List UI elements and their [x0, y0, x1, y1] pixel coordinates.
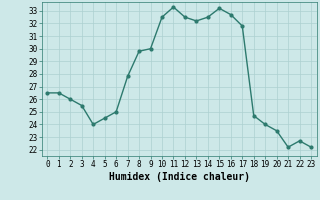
X-axis label: Humidex (Indice chaleur): Humidex (Indice chaleur) [109, 172, 250, 182]
